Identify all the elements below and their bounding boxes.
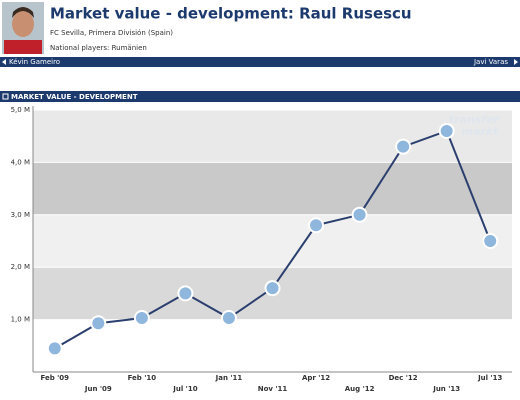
next-arrow[interactable]: [514, 59, 518, 65]
section-bar: [0, 91, 520, 102]
y-tick-label: 4,0 M: [11, 158, 30, 166]
marker: [438, 122, 455, 139]
next-player[interactable]: Javi Varas: [473, 58, 508, 66]
x-tick-label: Jan '11: [215, 374, 243, 382]
club: FC Sevilla, Primera División (Spain): [50, 29, 173, 37]
band: [33, 214, 512, 268]
x-tick-label: Aug '12: [345, 385, 375, 393]
marker: [220, 310, 237, 327]
x-tick-label: Apr '12: [302, 374, 330, 382]
section-icon: [2, 93, 9, 100]
marker: [46, 340, 63, 357]
prev-player[interactable]: Kévin Gameiro: [9, 58, 60, 66]
marker: [177, 285, 194, 302]
marker: [308, 217, 325, 234]
band: [33, 319, 512, 372]
marker: [264, 280, 281, 297]
marker: [90, 315, 107, 332]
watermark: transfer: [449, 113, 500, 126]
plot: 1,0 M 2,0 M 3,0 M 4,0 M 5,0 M Feb '09 Jun '09 F…: [11, 106, 512, 393]
prev-arrow[interactable]: [2, 59, 6, 65]
y-tick-label: 2,0 M: [11, 263, 30, 271]
watermark: markt: [462, 125, 500, 138]
x-tick-label: Nov '11: [258, 385, 288, 393]
marker: [482, 233, 499, 249]
x-tick-label: Jul '10: [172, 385, 197, 393]
player-photo: [2, 2, 44, 54]
y-tick-label: 5,0 M: [11, 106, 30, 114]
x-tick-label: Feb '09: [40, 374, 69, 382]
y-tick-label: 1,0 M: [11, 316, 30, 324]
marker: [395, 138, 412, 155]
band: [33, 162, 512, 215]
nav-bar: [0, 57, 520, 67]
band: [33, 110, 512, 163]
x-tick-label: Jun '13: [432, 385, 460, 393]
section-title: MARKET VALUE - DEVELOPMENT: [11, 93, 138, 101]
marker: [133, 310, 150, 327]
x-tick-label: Feb '10: [128, 374, 157, 382]
national: National players: Rumänien: [50, 44, 147, 52]
x-tick-label: Dec '12: [389, 374, 418, 382]
page-title: Market value - development: Raul Rusescu: [50, 5, 412, 23]
y-tick-label: 3,0 M: [11, 211, 30, 219]
x-tick-label: Jul '13: [477, 374, 502, 382]
marker: [351, 206, 368, 223]
x-tick-label: Jun '09: [84, 385, 112, 393]
